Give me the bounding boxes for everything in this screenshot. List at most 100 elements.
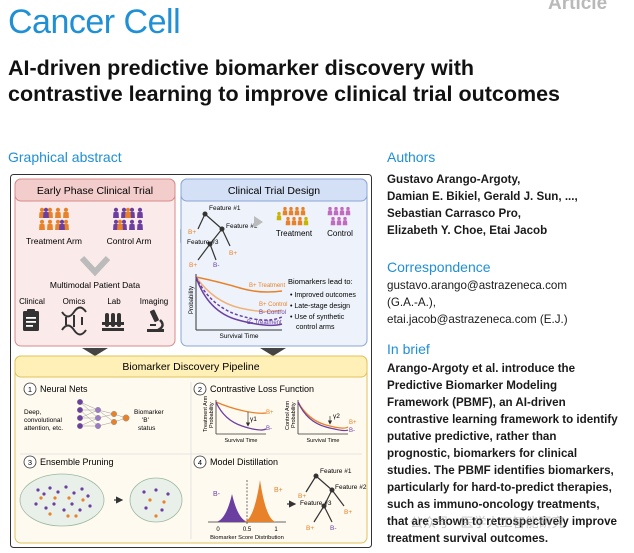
km-label-b-plus-control: B+ Control [259, 302, 288, 308]
modality-lab: Lab [107, 297, 121, 306]
authors-heading: Authors [387, 149, 436, 165]
arrow-left-icon [254, 216, 263, 228]
trial-design-title: Clinical Trial Design [228, 185, 320, 197]
step-3-title: Ensemble Pruning [40, 457, 114, 467]
brief-line: that are shown to retrospectively improv… [387, 515, 618, 528]
bullet-1: • Improved outcomes [290, 292, 356, 299]
step-4-bminus: B- [213, 491, 221, 498]
trial-design-panel: Clinical Trial Design Feature #1 Feature… [180, 178, 368, 347]
test-tubes-icon [102, 313, 124, 331]
journal-name: Cancer Cell [8, 3, 181, 41]
tree-leaf-b-plus-2: B+ [229, 250, 237, 257]
brief-line: Arango-Argoty et al. introduce the [387, 362, 576, 375]
watermark: 公众号 · 医学人工智能研究 [410, 515, 565, 530]
clipboard-icon [23, 309, 39, 331]
score-distribution-plot [208, 480, 286, 524]
early-phase-title: Early Phase Clinical Trial [37, 185, 153, 197]
email-note-1: (G.A.-A.), [387, 296, 436, 309]
neural-net-icon [76, 398, 130, 430]
brief-line: putative predictive, rather than [387, 430, 557, 443]
tree-feature-3: Feature #3 [187, 239, 219, 246]
step-2-ylabel-control: Control Arm [285, 401, 291, 430]
score-dist-label: Biomarker Score Distribution [210, 535, 284, 541]
author-line: Damian E. Bikiel, Gerald J. Sun, ..., [387, 190, 578, 203]
author-line: Gustavo Arango-Argoty, [387, 173, 521, 186]
dna-icon [61, 306, 87, 336]
brief-line: treatment survival outcomes. [387, 532, 549, 545]
authors-list: Gustavo Arango-Argoty, Damian E. Bikiel,… [387, 171, 634, 239]
step-2-bminus-1: B- [266, 426, 272, 432]
ensemble-small-icon [129, 477, 183, 523]
contrastive-plot-control [297, 400, 349, 435]
distilled-feature-3: Feature #3 [300, 500, 332, 507]
distilled-bminus: B- [330, 525, 337, 532]
pipeline-title: Biomarker Discovery Pipeline [122, 361, 259, 373]
gamma-2: γ2 [333, 413, 340, 420]
step-1-output-3: status [138, 425, 156, 432]
biomarkers-lead-to: Biomarkers lead to: [288, 277, 353, 286]
brief-line: contrastive learning framework to identi… [387, 413, 618, 426]
graphical-abstract-heading: Graphical abstract [8, 149, 122, 165]
step-2-bplus-2: B+ [349, 420, 357, 426]
contrastive-plot-treatment [215, 400, 267, 435]
step-2-xlabel-1: Survival Time [224, 438, 257, 444]
step-1-output-2: 'B' [142, 417, 149, 424]
km-plot [195, 274, 283, 331]
tree-leaf-b-plus-3: B+ [189, 262, 197, 269]
km-label-b-minus-treatment: B- Treatment [247, 320, 282, 326]
multimodal-label: Multimodal Patient Data [50, 280, 141, 290]
arrow-down-icon [260, 348, 286, 356]
microscope-icon [147, 309, 164, 332]
step-1-desc-3: attention, etc. [24, 425, 63, 432]
km-xlabel: Survival Time [219, 333, 258, 340]
score-tick-0-5: 0.5 [243, 527, 252, 533]
control-arm-label: Control Arm [107, 236, 152, 246]
distilled-tree [305, 473, 345, 523]
decision-tree [197, 211, 231, 261]
author-line: Sebastian Carrasco Pro, [387, 207, 522, 220]
design-control-label: Control [327, 229, 353, 238]
distilled-bplus-3: B+ [306, 525, 314, 532]
bullet-3: • Use of synthetic [290, 314, 345, 321]
bullet-3-cont: control arms [296, 324, 335, 331]
article-type-tag: Article [548, 0, 608, 14]
step-4-bplus: B+ [274, 487, 283, 494]
tree-leaf-b-plus-1: B+ [188, 229, 196, 236]
treatment-arm-label: Treatment Arm [26, 236, 82, 246]
distilled-feature-1: Feature #1 [320, 468, 352, 475]
email-link-2[interactable]: etai.jacob@astrazeneca.com (E.J.) [387, 313, 568, 326]
step-2-bminus-2: B- [349, 428, 355, 434]
step-4-title: Model Distillation [210, 457, 278, 467]
step-2-title: Contrastive Loss Function [210, 384, 314, 394]
tree-feature-2: Feature #2 [226, 223, 258, 230]
step-2-ylabel-treatment: Treatment Arm [203, 395, 209, 432]
step-2-bplus-1: B+ [266, 410, 274, 416]
step-1-desc-2: convolutional [24, 417, 62, 424]
step-2-number: 2 [198, 385, 202, 394]
gamma-1: γ1 [250, 416, 257, 423]
modality-imaging: Imaging [140, 297, 168, 306]
distilled-bplus-1: B+ [298, 493, 306, 500]
graphical-abstract: Early Phase Clinical Trial Treatment Arm… [10, 174, 372, 548]
design-treatment-label: Treatment [276, 229, 313, 238]
brief-line: prognostic, biomarkers for clinical [387, 447, 578, 460]
tree-leaf-b-minus: B- [213, 262, 220, 269]
km-label-b-plus-treatment: B+ Treatment [249, 283, 286, 289]
author-line: Elizabeth Y. Choe, Etai Jacob [387, 224, 548, 237]
brief-line: studies. The PBMF identifies biomarkers, [387, 464, 614, 477]
step-2-ylabel-prob-2: Probability [291, 402, 297, 428]
brief-line: Framework (PBMF), an AI-driven [387, 396, 566, 409]
modality-omics: Omics [63, 297, 86, 306]
step-2-ylabel-prob: Probability [209, 402, 215, 428]
score-tick-1: 1 [274, 527, 278, 533]
email-link-1[interactable]: gustavo.arango@astrazeneca.com [387, 279, 567, 292]
modality-clinical: Clinical [19, 297, 45, 306]
km-label-b-minus-control: B- Control [259, 310, 286, 316]
step-1-number: 1 [28, 385, 32, 394]
in-brief-heading: In brief [387, 341, 430, 357]
brief-line: particularly for hard-to-predict therapi… [387, 481, 612, 494]
arrow-down-icon [82, 348, 108, 356]
brief-line: such as immuno-oncology treatments, [387, 498, 600, 511]
ensemble-large-icon [19, 473, 105, 527]
early-phase-panel: Early Phase Clinical Trial Treatment Arm… [14, 178, 176, 347]
